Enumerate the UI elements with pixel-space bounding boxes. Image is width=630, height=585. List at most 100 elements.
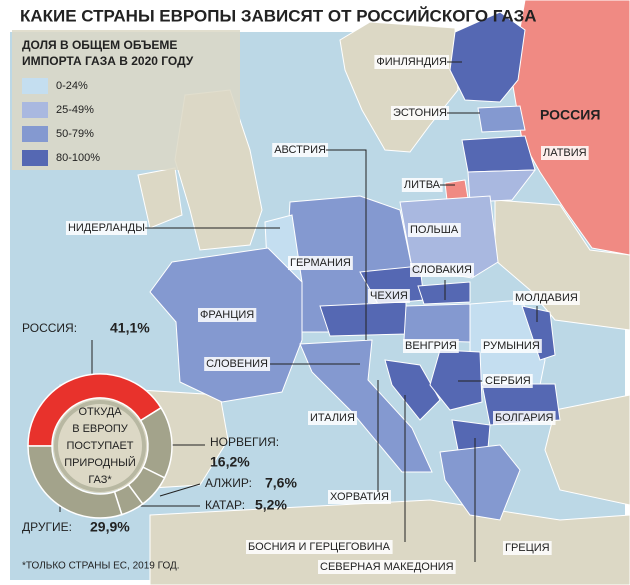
turkey xyxy=(544,394,630,506)
donut-category: РОССИЯ: xyxy=(22,321,77,335)
donut-center-text: В ЕВРОПУ xyxy=(72,423,129,435)
donut-value-label: 5,2% xyxy=(255,497,287,513)
label-background xyxy=(403,339,459,353)
lithuania xyxy=(467,169,537,203)
donut-category: КАТАР: xyxy=(205,498,245,512)
label-background xyxy=(390,106,450,120)
leader-line xyxy=(326,149,367,340)
country-label: МОЛДАВИЯ xyxy=(515,292,578,304)
donut-category: НОРВЕГИЯ: xyxy=(210,435,279,449)
legend-swatch xyxy=(22,102,48,118)
donut-inner-ring xyxy=(54,400,146,492)
country-label: БОЛГАРИЯ xyxy=(495,412,554,424)
footnote: *ТОЛЬКО СТРАНЫ ЕС, 2019 ГОД. xyxy=(22,561,180,572)
label-background xyxy=(65,221,147,235)
country-label: НИДЕРЛАНДЫ xyxy=(68,222,145,234)
country-label: ЛИТВА xyxy=(404,179,441,191)
donut-value-label: 29,9% xyxy=(90,519,130,535)
country-label: ЧЕХИЯ xyxy=(370,290,408,302)
country-label: ХОРВАТИЯ xyxy=(330,491,389,503)
donut-center xyxy=(53,399,147,493)
label-background xyxy=(493,411,556,425)
country-label: СЕРБИЯ xyxy=(485,375,531,387)
donut-value-label: 16,2% xyxy=(210,454,250,470)
donut-center-text: ПРИРОДНЫЙ xyxy=(64,456,136,469)
legend-title: ДОЛЯ В ОБЩЕМ ОБЪЕМЕ xyxy=(22,38,177,52)
label-background xyxy=(408,223,461,237)
legend-label: 25-49% xyxy=(56,104,94,116)
legend-swatch xyxy=(22,78,48,94)
label-background xyxy=(198,308,257,322)
greece xyxy=(439,444,521,521)
slovakia xyxy=(417,281,471,305)
donut-center-text: ОТКУДА xyxy=(78,406,122,418)
kaliningrad xyxy=(444,179,469,201)
label-background xyxy=(483,374,533,388)
label-background xyxy=(288,256,353,270)
country-label: РОССИЯ xyxy=(540,107,600,123)
ireland xyxy=(137,167,183,229)
label-background xyxy=(374,55,450,69)
legend-label: 0-24% xyxy=(56,80,88,92)
label-background xyxy=(368,289,410,303)
donut-category: АЛЖИР: xyxy=(205,476,252,490)
label-background xyxy=(541,146,589,160)
legend-title: ИМПОРТА ГАЗА В 2020 ГОДУ xyxy=(22,54,194,68)
donut-center-text: ГАЗ* xyxy=(88,474,112,486)
donut-chart: ОТКУДА В ЕВРОПУ ПОСТУПАЕТ ПРИРОДНЫЙ ГАЗ* РОСС… xyxy=(22,320,297,535)
title: КАКИЕ СТРАНЫ ЕВРОПЫ ЗАВИСЯТ ОТ РОССИЙСКО… xyxy=(20,6,537,25)
label-background xyxy=(246,540,393,554)
donut-value-label: 41,1% xyxy=(110,320,150,336)
donut-category: ДРУГИЕ: xyxy=(22,520,72,534)
label-background xyxy=(410,263,474,277)
country-label: ЭСТОНИЯ xyxy=(393,107,447,119)
label-background xyxy=(481,339,542,353)
country-label: ВЕНГРИЯ xyxy=(405,340,457,352)
austria xyxy=(319,301,407,337)
leader-line xyxy=(159,483,201,497)
country-label: СЕВЕРНАЯ МАКЕДОНИЯ xyxy=(320,561,454,573)
country-label: БОСНИЯ И ГЕРЦЕГОВИНА xyxy=(248,541,391,553)
latvia xyxy=(461,135,536,173)
country-label: ГЕРМАНИЯ xyxy=(290,257,351,269)
country-label: ПОЛЬША xyxy=(410,224,459,236)
finland xyxy=(449,11,526,103)
label-background xyxy=(204,357,271,371)
legend-swatch xyxy=(22,126,48,142)
label-background xyxy=(318,560,456,574)
legend-label: 50-79% xyxy=(56,128,94,140)
estonia xyxy=(477,105,526,133)
label-background xyxy=(308,411,357,425)
country-label: ЛАТВИЯ xyxy=(543,147,587,159)
country-labels: ФИНЛЯНДИЯ ЭСТОНИЯ РОССИЯ ЛАТВИЯ ЛИТВА АВСТРИЯ… xyxy=(65,55,600,574)
legend-swatch xyxy=(22,150,48,166)
country-label: ФИНЛЯНДИЯ xyxy=(376,56,447,68)
donut-center-text: ПОСТУПАЕТ xyxy=(66,440,133,452)
country-label: СЛОВАКИЯ xyxy=(412,264,472,276)
donut-value-label: 7,6% xyxy=(265,475,297,491)
label-background xyxy=(513,291,580,305)
donut-segment xyxy=(27,373,163,447)
legend-box xyxy=(12,30,240,170)
label-background xyxy=(328,490,391,504)
north-macedonia xyxy=(451,419,491,451)
country-label: ФРАНЦИЯ xyxy=(200,309,254,321)
country-label: ИТАЛИЯ xyxy=(310,412,355,424)
italy xyxy=(299,339,433,473)
leader-lines xyxy=(59,61,538,562)
country-label: СЛОВЕНИЯ xyxy=(206,358,268,370)
label-background xyxy=(503,541,552,555)
country-label: ГРЕЦИЯ xyxy=(505,542,550,554)
legend: ДОЛЯ В ОБЩЕМ ОБЪЕМЕ ИМПОРТА ГАЗА В 2020 Г… xyxy=(22,38,194,166)
legend-label: 80-100% xyxy=(56,152,100,164)
country-label: АВСТРИЯ xyxy=(274,144,326,156)
country-label: РУМЫНИЯ xyxy=(483,340,540,352)
belarus-ukraine xyxy=(494,199,630,331)
croatia-bosnia xyxy=(384,359,441,421)
donut-segment xyxy=(27,445,123,519)
label-background xyxy=(401,178,443,192)
label-background xyxy=(272,143,329,157)
serbia xyxy=(429,349,483,411)
hungary xyxy=(403,303,471,343)
